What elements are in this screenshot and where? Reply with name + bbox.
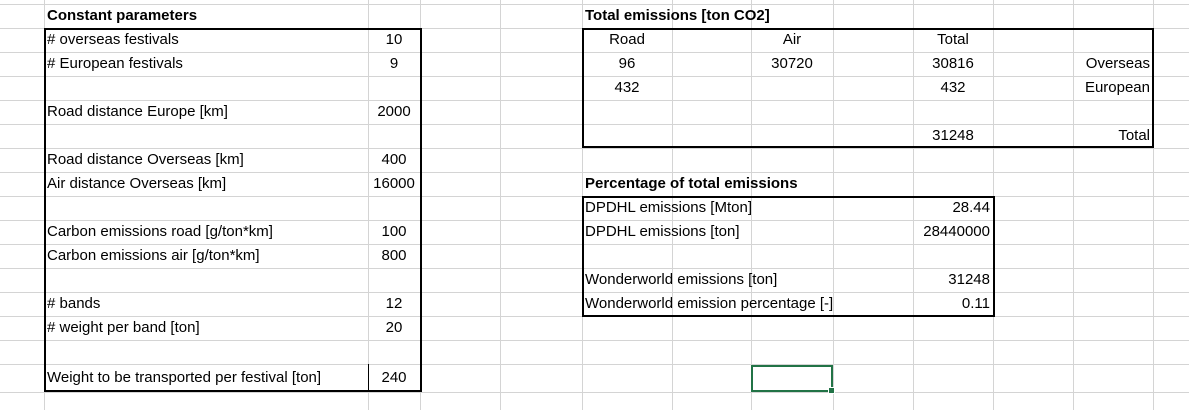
param-value[interactable]: 9 [389, 55, 399, 72]
column-header-air[interactable]: Air [782, 31, 802, 48]
road-value[interactable]: 96 [618, 55, 636, 72]
param-label[interactable]: # overseas festivals [47, 31, 179, 48]
param-label[interactable]: Road distance Europe [km] [47, 103, 228, 120]
row-label-total[interactable]: Total [1118, 127, 1150, 144]
percentage-value[interactable]: 31248 [948, 271, 990, 288]
param-label[interactable]: Air distance Overseas [km] [47, 175, 227, 192]
row-label-european[interactable]: European [1084, 79, 1150, 96]
cell-divider [368, 364, 369, 392]
column-header-road[interactable]: Road [609, 31, 645, 48]
percentage-label[interactable]: Wonderworld emissions [ton] [585, 271, 778, 288]
cell-divider [993, 196, 994, 317]
air-value[interactable]: 30720 [771, 55, 813, 72]
param-value[interactable]: 2000 [377, 103, 411, 120]
column-header-total[interactable]: Total [937, 31, 969, 48]
total-value[interactable]: 432 [940, 79, 966, 96]
param-value[interactable]: 12 [385, 295, 403, 312]
param-label[interactable]: # European festivals [47, 55, 183, 72]
param-label[interactable]: Carbon emissions air [g/ton*km] [47, 247, 260, 264]
param-value[interactable]: 400 [381, 151, 407, 168]
percentage-label[interactable]: DPDHL emissions [ton] [585, 223, 740, 240]
param-value[interactable]: 16000 [373, 175, 415, 192]
param-label[interactable]: Weight to be transported per festival [t… [47, 369, 322, 386]
road-value[interactable]: 432 [614, 79, 640, 96]
param-value[interactable]: 20 [385, 319, 403, 336]
param-label[interactable]: # bands [47, 295, 101, 312]
param-value[interactable]: 100 [381, 223, 407, 240]
percentage-label[interactable]: Wonderworld emission percentage [-] [585, 295, 834, 312]
constant-parameters-header[interactable]: Constant parameters [47, 7, 198, 24]
row-label-overseas[interactable]: Overseas [1085, 55, 1150, 72]
param-label[interactable]: # weight per band [ton] [47, 319, 200, 336]
total-emissions-header[interactable]: Total emissions [ton CO2] [585, 7, 770, 24]
param-label[interactable]: Carbon emissions road [g/ton*km] [47, 223, 273, 240]
grand-total-value[interactable]: 31248 [932, 127, 974, 144]
param-value[interactable]: 10 [385, 31, 403, 48]
fill-handle[interactable] [828, 387, 835, 394]
percentage-value[interactable]: 28440000 [923, 223, 990, 240]
total-value[interactable]: 30816 [932, 55, 974, 72]
param-label[interactable]: Road distance Overseas [km] [47, 151, 244, 168]
percentage-header[interactable]: Percentage of total emissions [585, 175, 798, 192]
param-value[interactable]: 800 [381, 247, 407, 264]
percentage-value[interactable]: 0.11 [961, 295, 990, 312]
percentage-label[interactable]: DPDHL emissions [Mton] [585, 199, 752, 216]
percentage-value[interactable]: 28.44 [952, 199, 990, 216]
selected-cell[interactable] [751, 365, 835, 394]
param-value[interactable]: 240 [381, 369, 407, 386]
